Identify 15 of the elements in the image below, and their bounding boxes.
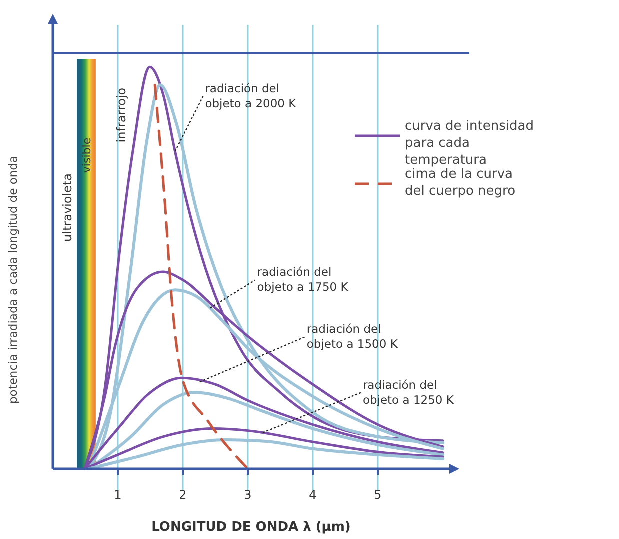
y-axis-title: potencia irradiada a cada longitud de onda xyxy=(6,156,20,404)
annotation: radiación del objeto a 2000 K xyxy=(205,81,297,110)
annotation: radiación del objeto a 1500 K xyxy=(306,322,398,352)
annotation: ultravioleta xyxy=(60,174,74,242)
x-tick-label: 3 xyxy=(244,488,252,502)
x-tick-label: 4 xyxy=(309,488,317,502)
x-axis-title: LONGITUD DE ONDA λ (μm) xyxy=(152,520,351,535)
x-tick-label: 2 xyxy=(179,488,187,502)
x-tick-label: 5 xyxy=(374,488,382,502)
annotation: infrarrojo xyxy=(114,88,128,143)
annotation: radiación del objeto a 1250 K xyxy=(362,378,454,407)
x-tick-label: 1 xyxy=(114,488,122,502)
annotation: radiación del objeto a 1750 K xyxy=(257,265,349,294)
band-label: visible xyxy=(80,138,94,174)
legend-label: cima de la curva del cuerpo negro xyxy=(405,167,516,199)
